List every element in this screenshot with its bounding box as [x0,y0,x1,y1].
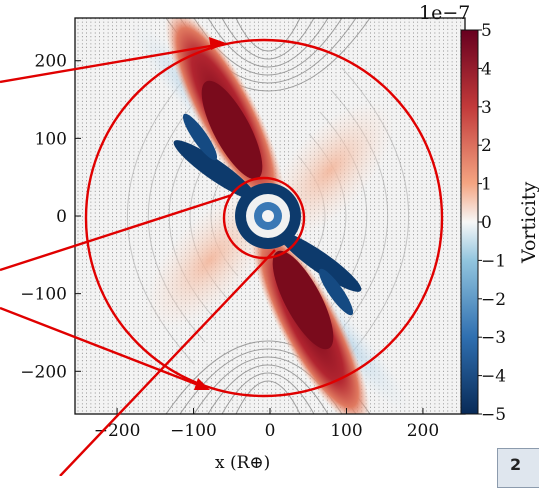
colorbar-label: Vorticity [518,181,539,264]
colorbar-tick-label: 1 [481,175,492,195]
colorbar-tick-label: 3 [481,98,492,118]
annotation-overlay [0,38,444,476]
vorticity-figure: −200 −100 0 100 200 200 100 0 −100 −200 5 4 3 2 1 0 −1… [0,2,539,476]
x-tick-label: −200 [94,421,141,441]
central-point [262,210,274,222]
arrow-line-from-below [59,249,276,476]
streamline-lower [221,372,315,414]
x-tick-label: −100 [170,421,217,441]
x-tick-label: 200 [407,421,439,441]
streamline-upper [221,18,315,60]
y-axis: 200 100 0 −100 −200 [20,52,81,382]
colorbar-tick-label: 0 [481,213,492,233]
vorticity-map [75,18,465,414]
colorbar-tick-label: 4 [481,59,492,79]
arrowhead-bottom [194,378,210,390]
streamline-upper [235,18,301,52]
y-tick-label: −100 [20,285,67,305]
negative-wing-lower [318,268,354,316]
streamline-lower [235,380,301,414]
colorbar [460,29,479,415]
colorbar-tick-label: −1 [481,251,506,271]
arrow-line-to-top [0,42,223,84]
arrowheads [194,37,226,390]
y-tick-label: −200 [20,362,67,382]
colorbar-scale: 1e−7 [419,2,470,24]
arrow-line-to-bottom [0,306,207,390]
large-annotation-circle [84,38,444,398]
corner-tab[interactable]: 2 [497,448,539,488]
arrow-line-to-center [0,193,233,272]
x-tick-label: 0 [265,421,276,441]
small-annotation-circle [222,176,306,260]
arrowhead-top [209,37,226,50]
positive-core-upper [201,80,263,180]
negative-arm-right [278,232,362,292]
streamline-lower [207,364,329,414]
colorbar-tick-label: −2 [481,290,506,310]
colorbar-tick-label: 2 [481,136,492,156]
corner-tab-label: 2 [510,455,522,474]
negative-wing-upper [182,113,218,161]
colorbar-ticks: 5 4 3 2 1 0 −1 −2 −3 −4 −5 [478,21,506,425]
streamline-upper [207,18,329,68]
x-tick-label: 100 [330,421,362,441]
colorbar-tick-label: 5 [481,21,492,41]
colorbar-tick-label: −4 [481,367,506,387]
y-tick-label: 0 [56,207,67,227]
y-tick-label: 100 [35,129,67,149]
negative-arm-left [173,140,257,200]
positive-core-lower [272,250,334,350]
y-tick-label: 200 [35,52,67,72]
x-axis-label: x (R⊕) [215,453,270,473]
colorbar-tick-label: −5 [481,405,506,425]
x-axis: −200 −100 0 100 200 [94,408,439,441]
colorbar-tick-label: −3 [481,328,506,348]
